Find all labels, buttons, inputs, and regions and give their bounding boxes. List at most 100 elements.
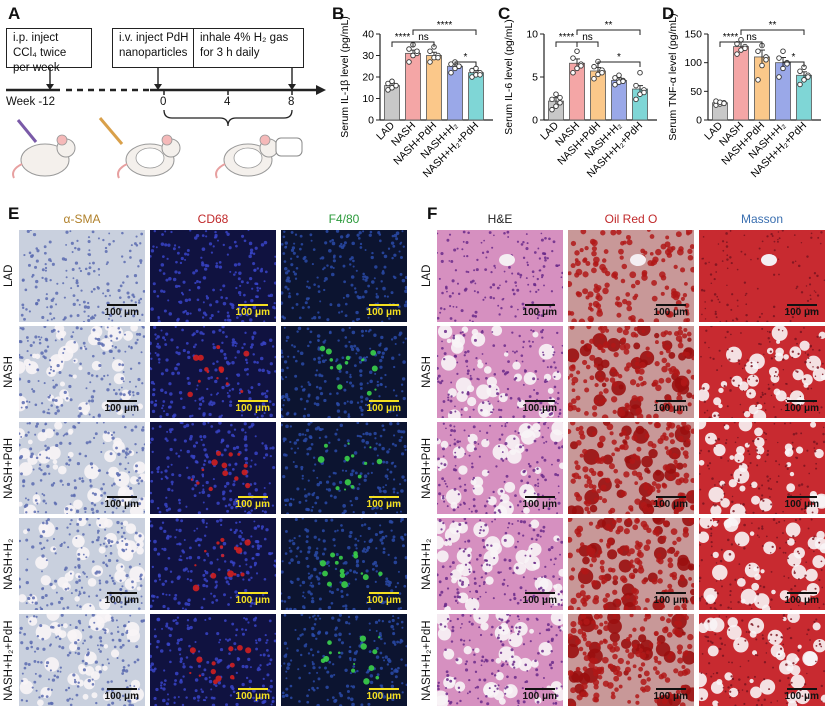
tissue-cell: [462, 333, 466, 337]
tissue-cell: [614, 371, 620, 377]
tissue-cell: [210, 403, 214, 407]
tissue-cell: [197, 556, 201, 560]
tissue-cell: [591, 488, 597, 493]
tissue-cell: [63, 541, 66, 544]
tissue-cell: [315, 556, 320, 560]
significance-bracket: [782, 61, 805, 67]
tissue-cell: [243, 551, 247, 555]
tissue-cell: [587, 291, 594, 298]
tissue-cell: [634, 279, 641, 286]
tissue-cell: [77, 422, 81, 424]
micrograph: 100 μm: [437, 422, 563, 514]
tissue-cell: [129, 367, 133, 370]
tissue-cell: [505, 457, 508, 460]
tissue-cell: [264, 696, 267, 699]
tissue-cell: [293, 536, 296, 540]
tissue-cell: [225, 230, 228, 234]
tissue-cell: [108, 317, 110, 320]
tissue-cell: [310, 509, 314, 512]
tissue-cell: [483, 239, 485, 242]
tissue-cell: [221, 341, 224, 345]
tissue-cell: [111, 511, 115, 514]
tissue-cell: [317, 285, 321, 288]
tissue-cell: [55, 636, 58, 639]
tissue-cell: [359, 242, 363, 246]
tissue-vacuole: [705, 432, 717, 445]
tissue-cell: [271, 700, 274, 704]
tissue-cell: [203, 534, 207, 537]
tissue-cell: [139, 577, 143, 581]
tissue-cell: [173, 596, 177, 601]
tissue-cell: [166, 456, 170, 460]
tissue-cell: [240, 414, 244, 417]
tissue-cell: [54, 339, 57, 342]
tissue-cell: [269, 413, 273, 418]
tissue-cell: [352, 570, 357, 574]
tissue-cell: [41, 493, 44, 495]
tissue-cell: [91, 614, 95, 617]
tissue-cell: [542, 353, 545, 356]
tissue-cell: [59, 670, 62, 673]
tissue-vacuole: [27, 616, 38, 626]
tissue-cell: [498, 313, 501, 316]
tissue-cell: [380, 280, 383, 283]
tissue-cell: [669, 370, 674, 375]
tissue-cell: [539, 408, 542, 412]
tissue-cell: [292, 355, 296, 359]
tissue-cell: [135, 696, 139, 700]
tissue-cell: [629, 379, 637, 386]
tissue-cell: [223, 352, 227, 356]
tissue-cell: [99, 588, 102, 592]
tissue-cell: [317, 311, 320, 314]
tissue-cell: [158, 510, 162, 514]
tissue-cell: [214, 586, 217, 589]
tissue-cell: [142, 326, 145, 329]
tissue-cell: [41, 268, 45, 272]
tissue-cell: [764, 409, 767, 411]
tissue-cell: [91, 678, 94, 681]
tissue-cell: [307, 572, 310, 575]
tissue-vacuole: [812, 367, 825, 382]
tissue-cell: [259, 356, 264, 361]
tissue-cell: [263, 320, 266, 322]
tissue-cell: [542, 359, 545, 363]
tissue-cell: [298, 500, 302, 504]
tissue-cell: [172, 277, 177, 282]
tissue-cell: [100, 501, 104, 505]
tissue-cell: [810, 236, 813, 239]
tissue-cell: [227, 430, 231, 434]
tissue-cell: [469, 377, 473, 381]
tissue-cell: [687, 248, 693, 254]
tissue-cell: [295, 555, 298, 558]
tissue-cell: [152, 282, 156, 286]
tissue-vacuole: [713, 397, 722, 406]
tissue-cell: [179, 555, 182, 558]
tissue-cell: [21, 306, 25, 310]
tissue-cell: [250, 343, 254, 347]
tissue-cell: [543, 284, 545, 287]
tissue-cell: [266, 649, 269, 652]
tissue-cell: [214, 657, 219, 661]
tissue-cell: [122, 393, 126, 397]
tissue-cell: [241, 346, 244, 350]
tissue-cell: [323, 279, 326, 283]
tissue-cell: [173, 438, 177, 442]
tissue-cell: [96, 644, 99, 647]
tissue-cell: [233, 340, 237, 345]
tissue-cell: [571, 398, 577, 404]
tissue-cell: [380, 355, 385, 359]
tissue-cell: [102, 312, 105, 314]
tissue-cell: [266, 673, 270, 677]
tissue-cell: [395, 669, 399, 673]
tissue-cell: [472, 425, 476, 429]
tissue-cell: [238, 392, 242, 395]
tissue-vacuole: [82, 693, 89, 700]
tissue-cell: [344, 314, 348, 318]
tissue-cell: [810, 232, 813, 235]
scale-bar: 100 μm: [105, 592, 139, 606]
tissue-cell: [446, 238, 450, 242]
tissue-cell: [315, 575, 319, 579]
tissue-cell: [309, 592, 313, 596]
tissue-cell: [235, 501, 240, 505]
tissue-cell: [440, 259, 444, 263]
